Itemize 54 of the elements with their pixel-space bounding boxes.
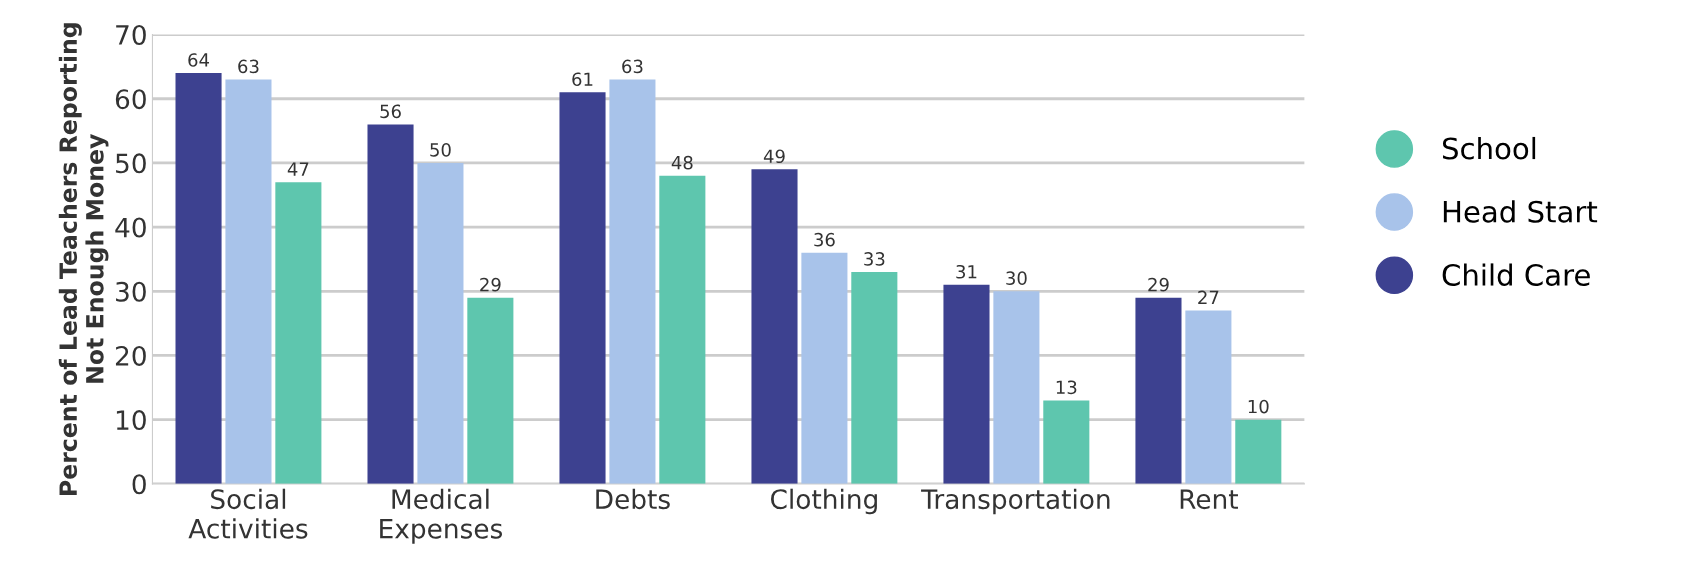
bar <box>659 175 706 484</box>
y-tick-label: 20 <box>115 345 146 366</box>
bar <box>1043 400 1090 484</box>
data-label: 29 <box>1148 277 1169 292</box>
x-tick-label: Transportation <box>921 488 1110 515</box>
bar <box>467 297 514 484</box>
y-tick-label: 40 <box>115 217 146 238</box>
bar <box>367 124 414 484</box>
legend-label: Head Start <box>1443 200 1598 223</box>
bar <box>801 252 848 484</box>
data-label: 49 <box>763 149 785 164</box>
data-label: 63 <box>238 59 259 74</box>
data-label: 30 <box>1006 271 1027 286</box>
bar <box>1135 297 1182 484</box>
data-label: 29 <box>480 277 501 292</box>
bar <box>609 79 656 484</box>
legend-label: School <box>1442 136 1536 160</box>
data-label: 10 <box>1248 399 1269 414</box>
bar <box>943 284 990 484</box>
data-label: 50 <box>430 142 451 157</box>
bar <box>175 73 222 484</box>
data-label: 27 <box>1198 290 1219 305</box>
bar <box>225 79 272 484</box>
x-tick-label: Debts <box>596 488 670 510</box>
bar <box>1235 419 1282 484</box>
y-tick-label: 10 <box>116 410 146 431</box>
x-tick-label: Rent <box>1180 489 1238 510</box>
bar <box>559 92 606 484</box>
x-tick-label: Social Activities <box>188 488 308 539</box>
bar <box>751 169 798 484</box>
bar <box>275 182 322 484</box>
data-label: 47 <box>287 162 309 176</box>
y-tick-label: 50 <box>116 153 146 174</box>
data-label: 36 <box>814 232 835 247</box>
y-tick-label: 0 <box>132 474 146 495</box>
data-label: 56 <box>380 104 401 119</box>
y-tick-label: 30 <box>116 281 146 302</box>
bar <box>851 272 898 484</box>
x-tick-label: Medical Expenses <box>380 488 503 544</box>
data-label: 64 <box>188 53 210 67</box>
legend-label: Child Care <box>1442 263 1590 286</box>
data-label: 48 <box>671 155 693 170</box>
data-label: 33 <box>864 252 885 266</box>
bar <box>417 162 464 484</box>
data-label: 13 <box>1056 380 1077 395</box>
data-label: 31 <box>956 264 977 279</box>
data-label: 61 <box>572 72 593 87</box>
data-label: 63 <box>622 59 643 74</box>
y-axis-title: Percent of Lead Teachers Reporting Not Enough Money <box>58 23 109 495</box>
x-tick-label: Clothing <box>771 488 877 515</box>
bar <box>1185 310 1232 484</box>
bar <box>993 291 1040 484</box>
y-tick-label: 60 <box>115 89 146 110</box>
y-tick-label: 70 <box>116 25 146 45</box>
